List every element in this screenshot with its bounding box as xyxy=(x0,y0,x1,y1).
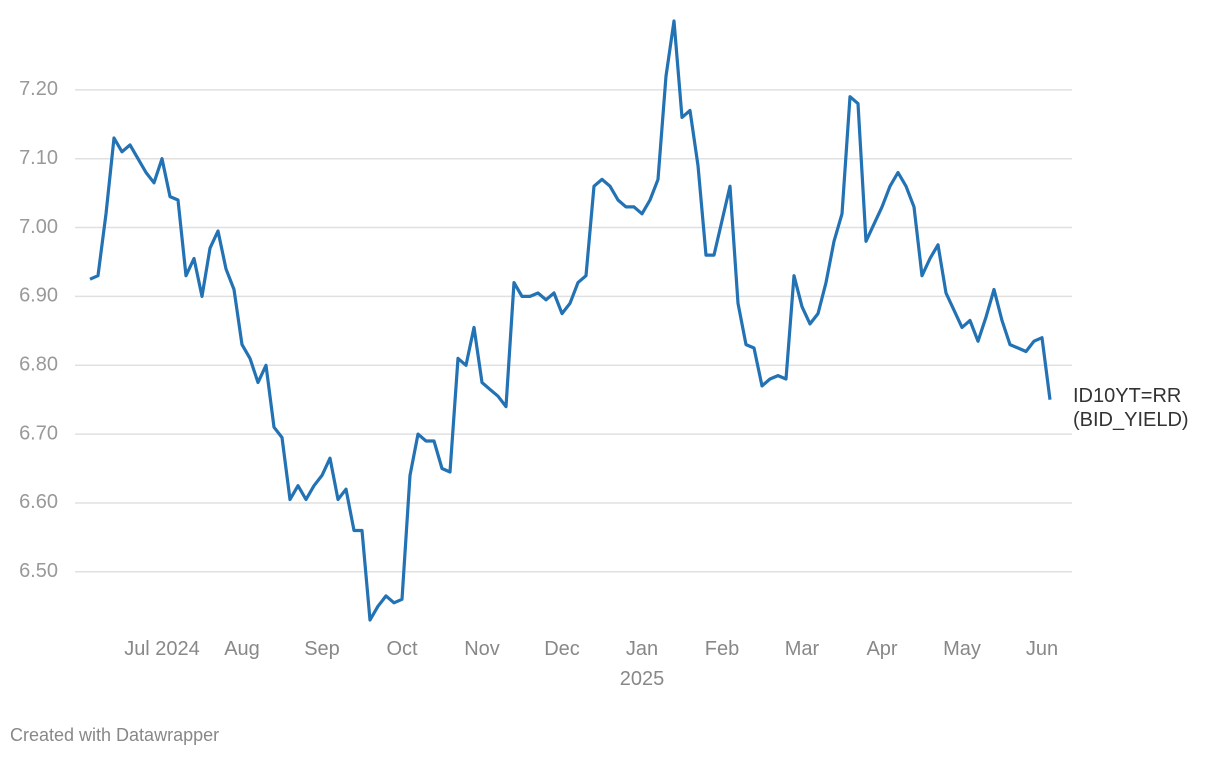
y-tick-label: 6.50 xyxy=(19,560,58,582)
x-tick-label: May xyxy=(943,638,981,660)
y-tick-label: 7.00 xyxy=(19,216,58,238)
x-tick-label: Nov xyxy=(464,638,500,660)
x-tick-label: Oct xyxy=(386,638,418,660)
x-tick-label: Jul 2024 xyxy=(124,638,200,660)
x-tick-label: Sep xyxy=(304,638,340,660)
y-tick-label: 6.80 xyxy=(19,354,58,376)
y-tick-label: 7.10 xyxy=(19,147,58,169)
x-tick-label: Jan 2025 xyxy=(619,638,665,690)
credit: Created with Datawrapper xyxy=(10,725,220,745)
x-tick-label: Mar xyxy=(784,638,820,660)
y-tick-label: 7.20 xyxy=(19,78,58,100)
series-line xyxy=(89,19,1052,622)
y-tick-label: 6.90 xyxy=(19,285,58,307)
x-tick-label: Apr xyxy=(866,638,898,660)
x-tick-label: Dec xyxy=(544,638,580,660)
y-tick-label: 6.60 xyxy=(19,491,58,513)
x-tick-label: Aug xyxy=(224,638,260,660)
y-tick-label: 6.70 xyxy=(19,422,58,444)
x-tick-label: Feb xyxy=(704,638,740,660)
series-label: ID10YT=RR (BID_YIELD) xyxy=(1073,385,1189,431)
x-tick-label: Jun xyxy=(1025,638,1059,660)
